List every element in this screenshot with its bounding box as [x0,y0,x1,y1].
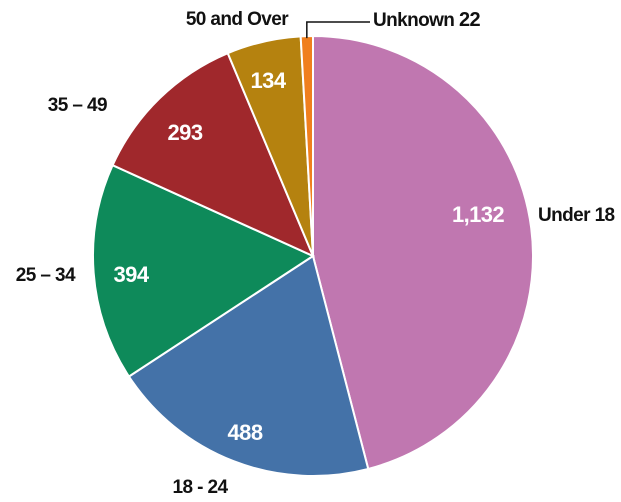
value-label: 134 [251,68,287,93]
pie-slice [111,51,315,258]
value-label: 394 [114,262,150,287]
category-label: 35 – 49 [48,95,107,116]
category-label: Unknown 22 [373,9,481,31]
pie-slice [92,163,316,378]
pie-slice [127,254,370,477]
value-label: 488 [228,420,263,445]
leader-line [306,21,370,39]
category-label: 18 - 24 [173,477,229,498]
category-label: 50 and Over [186,9,289,30]
category-name: Unknown [373,10,454,31]
category-label: 25 – 34 [16,265,76,286]
category-label: Under 18 [538,205,615,226]
pie-slice [312,34,534,471]
value-label: 22 [459,9,481,31]
value-label: 1,132 [452,202,504,227]
value-label: 293 [168,120,203,145]
